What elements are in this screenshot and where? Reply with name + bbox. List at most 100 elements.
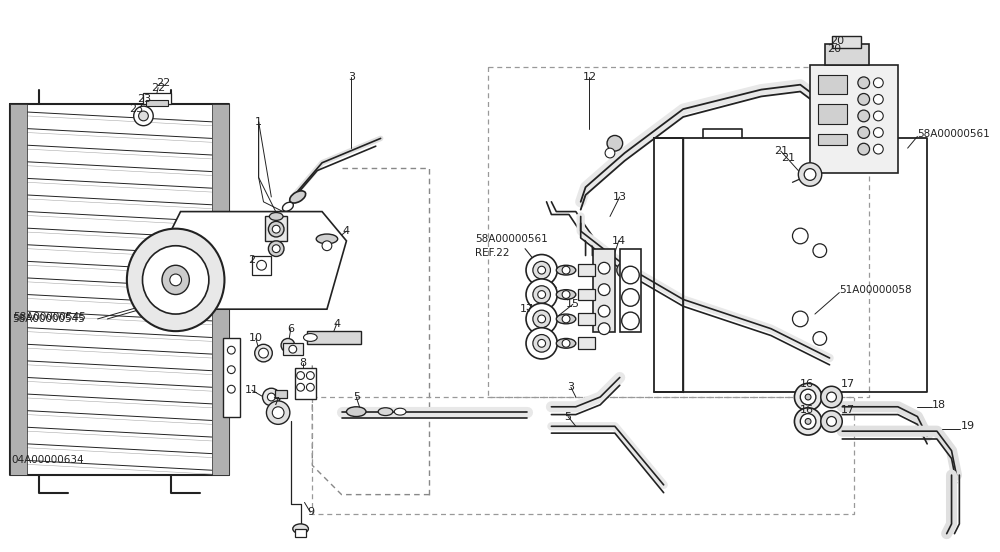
Ellipse shape — [556, 314, 576, 324]
Text: 17: 17 — [520, 304, 534, 314]
Circle shape — [562, 291, 570, 299]
Circle shape — [272, 245, 280, 253]
Circle shape — [873, 144, 883, 154]
Circle shape — [798, 163, 822, 186]
Ellipse shape — [346, 407, 366, 417]
Bar — [818, 75, 847, 94]
Circle shape — [598, 305, 610, 317]
Circle shape — [526, 304, 557, 335]
Bar — [620, 248, 641, 332]
Bar — [578, 313, 595, 325]
Text: 17: 17 — [841, 405, 855, 415]
Ellipse shape — [142, 246, 209, 314]
Circle shape — [538, 291, 546, 299]
Circle shape — [858, 110, 870, 122]
Circle shape — [281, 338, 295, 352]
Circle shape — [227, 366, 235, 374]
Circle shape — [805, 394, 811, 400]
Ellipse shape — [394, 408, 406, 415]
Text: 58A00000545: 58A00000545 — [12, 314, 84, 324]
Text: 22: 22 — [151, 83, 165, 93]
Circle shape — [259, 348, 268, 358]
Bar — [295, 529, 306, 537]
Circle shape — [800, 389, 816, 405]
Circle shape — [622, 312, 639, 330]
Circle shape — [562, 339, 570, 347]
Circle shape — [526, 328, 557, 359]
Ellipse shape — [269, 213, 283, 220]
Text: 58A00000545: 58A00000545 — [14, 312, 86, 322]
Text: 4: 4 — [333, 319, 340, 329]
Text: 58A00000561: 58A00000561 — [475, 234, 548, 244]
Ellipse shape — [378, 408, 393, 416]
Ellipse shape — [316, 234, 338, 244]
Text: 13: 13 — [613, 192, 627, 202]
Circle shape — [139, 111, 148, 121]
Circle shape — [821, 386, 842, 408]
Text: 5: 5 — [353, 392, 360, 402]
Ellipse shape — [556, 290, 576, 299]
Circle shape — [268, 241, 284, 257]
Text: 11: 11 — [245, 385, 259, 395]
Ellipse shape — [127, 229, 224, 331]
Circle shape — [813, 244, 827, 257]
Circle shape — [297, 371, 304, 379]
Text: 10: 10 — [249, 333, 263, 343]
Circle shape — [306, 371, 314, 379]
Circle shape — [538, 315, 546, 323]
Text: 1: 1 — [255, 117, 262, 127]
Circle shape — [533, 310, 550, 328]
Circle shape — [289, 346, 297, 353]
Circle shape — [263, 388, 280, 406]
Text: 17: 17 — [841, 379, 855, 389]
Circle shape — [605, 148, 615, 158]
Circle shape — [827, 417, 836, 426]
Circle shape — [272, 225, 280, 233]
Bar — [593, 248, 615, 332]
Text: 3: 3 — [348, 72, 355, 82]
Circle shape — [526, 254, 557, 286]
Circle shape — [598, 323, 610, 335]
Circle shape — [858, 93, 870, 105]
Text: 4: 4 — [343, 226, 350, 236]
Circle shape — [800, 413, 816, 429]
Bar — [578, 337, 595, 349]
Ellipse shape — [162, 266, 189, 295]
Bar — [818, 104, 847, 124]
Bar — [223, 338, 240, 417]
Circle shape — [792, 311, 808, 327]
Text: 6: 6 — [287, 323, 294, 334]
Text: 7: 7 — [272, 397, 279, 407]
Circle shape — [526, 279, 557, 310]
Text: 23: 23 — [130, 104, 144, 114]
Text: 19: 19 — [960, 421, 974, 431]
Text: 51A00000058: 51A00000058 — [839, 285, 912, 295]
Circle shape — [533, 286, 550, 304]
Text: 23: 23 — [137, 94, 151, 104]
Circle shape — [272, 407, 284, 418]
Bar — [832, 36, 861, 47]
Text: 2: 2 — [248, 256, 255, 266]
Circle shape — [813, 332, 827, 346]
Circle shape — [267, 393, 275, 401]
Circle shape — [227, 385, 235, 393]
Text: 22: 22 — [156, 78, 170, 88]
Text: 21: 21 — [781, 153, 795, 163]
Text: 14: 14 — [612, 236, 626, 246]
Bar — [143, 93, 171, 104]
Circle shape — [805, 418, 811, 424]
Bar — [307, 331, 361, 344]
Bar — [810, 65, 898, 173]
Circle shape — [268, 221, 284, 237]
Circle shape — [562, 315, 570, 323]
Ellipse shape — [290, 191, 306, 203]
Bar — [295, 368, 316, 399]
Bar — [818, 134, 847, 145]
Text: 18: 18 — [932, 400, 946, 410]
Bar — [275, 390, 287, 398]
Circle shape — [533, 261, 550, 279]
Circle shape — [821, 411, 842, 432]
Text: 16: 16 — [800, 379, 814, 389]
Circle shape — [617, 262, 632, 278]
Ellipse shape — [556, 266, 576, 275]
